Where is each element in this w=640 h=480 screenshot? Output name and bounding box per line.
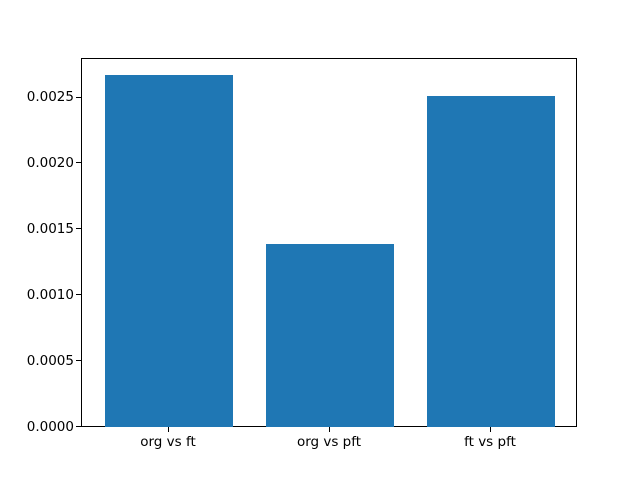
bar-org-vs-ft — [104, 75, 234, 427]
y-tick-label: 0.0000 — [26, 418, 74, 435]
x-tick-mark — [328, 427, 330, 432]
y-tick-label: 0.0015 — [26, 220, 74, 237]
x-tick-mark — [489, 427, 491, 432]
y-tick-mark — [76, 360, 81, 362]
y-tick-mark — [76, 426, 81, 427]
y-tick-label: 0.0010 — [26, 286, 74, 303]
x-tick-label-org-vs-pft: org vs pft — [296, 434, 362, 450]
x-tick-label-ft-vs-pft: ft vs pft — [464, 434, 516, 450]
y-tick-mark — [76, 162, 81, 164]
y-tick-mark — [76, 96, 81, 98]
bar-org-vs-pft — [265, 243, 395, 427]
x-tick-mark — [167, 427, 169, 432]
y-tick-label: 0.0005 — [26, 352, 74, 369]
y-tick-mark — [76, 294, 81, 296]
x-tick-label-org-vs-ft: org vs ft — [140, 434, 196, 450]
y-tick-mark — [76, 228, 81, 230]
y-tick-label: 0.0025 — [26, 89, 74, 105]
y-tick-label: 0.0020 — [26, 154, 74, 171]
bar-ft-vs-pft — [426, 96, 556, 427]
axes-plot-area — [81, 58, 577, 427]
